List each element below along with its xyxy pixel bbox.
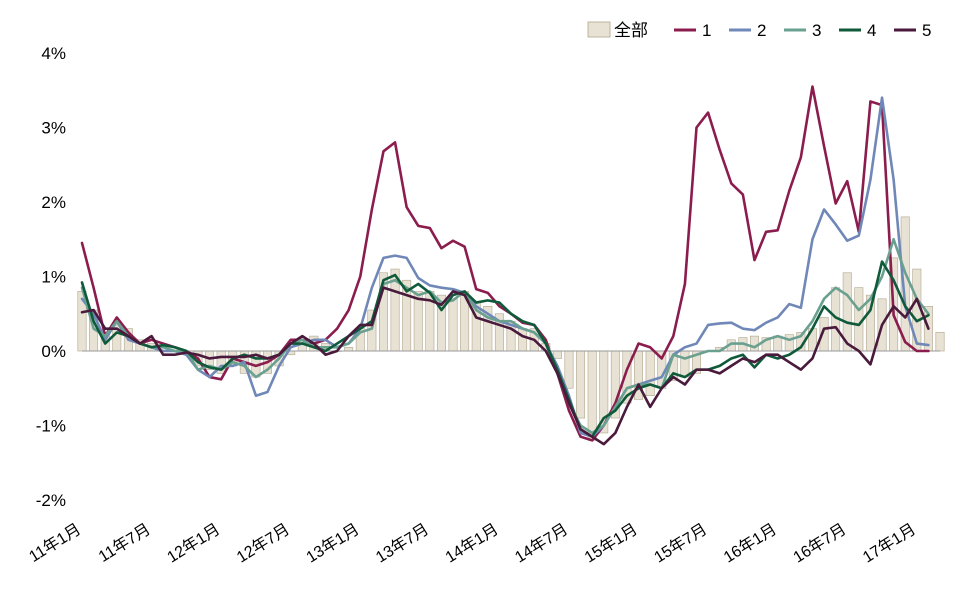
x-tick-label: 13年1月 bbox=[303, 520, 362, 566]
y-tick-label: -2% bbox=[36, 491, 66, 510]
legend-swatch-all bbox=[587, 21, 611, 38]
line-series-3 bbox=[80, 237, 930, 435]
x-tick-label: 14年1月 bbox=[442, 520, 501, 566]
legend: 全部 1 2 3 4 5 bbox=[587, 21, 931, 40]
line-series-4 bbox=[80, 260, 930, 438]
x-tick-label: 15年7月 bbox=[651, 520, 710, 566]
x-tick-label: 15年1月 bbox=[581, 520, 640, 566]
line-series-group bbox=[80, 85, 930, 446]
bar-all bbox=[680, 350, 690, 378]
y-tick-label: -1% bbox=[36, 417, 66, 436]
y-tick-label: 0% bbox=[41, 342, 66, 361]
x-tick-label: 12年7月 bbox=[233, 520, 292, 566]
line-series-5 bbox=[80, 286, 930, 446]
bar-all bbox=[587, 350, 597, 441]
legend-label-2: 2 bbox=[757, 21, 766, 40]
y-axis-tick-labels: -2% -1% 0% 1% 2% 3% 4% bbox=[36, 44, 66, 510]
x-tick-label: 11年1月 bbox=[26, 520, 84, 566]
bar-all bbox=[784, 334, 794, 352]
bar-all bbox=[576, 350, 586, 419]
y-tick-label: 2% bbox=[41, 193, 66, 212]
x-axis-tick-labels: 11年1月 11年7月 12年1月 12年7月 13年1月 13年7月 14年1月 14年7月… bbox=[26, 520, 919, 566]
legend-label-all: 全部 bbox=[614, 21, 648, 40]
bar-all bbox=[564, 350, 574, 389]
x-tick-label: 11年7月 bbox=[95, 520, 153, 566]
x-tick-label: 13年7月 bbox=[373, 520, 432, 566]
legend-label-1: 1 bbox=[702, 21, 711, 40]
bar-all bbox=[865, 294, 875, 352]
bar-all bbox=[448, 298, 458, 352]
bar-all bbox=[552, 350, 562, 359]
legend-label-5: 5 bbox=[922, 21, 931, 40]
y-tick-label: 4% bbox=[41, 44, 66, 63]
bar-all bbox=[935, 332, 945, 352]
x-tick-label: 14年7月 bbox=[512, 520, 571, 566]
line-series-2 bbox=[80, 96, 930, 438]
x-tick-label: 12年1月 bbox=[164, 520, 223, 566]
x-tick-label: 17年1月 bbox=[860, 520, 919, 566]
line-series-1 bbox=[80, 85, 930, 442]
bar-all bbox=[645, 350, 655, 397]
y-tick-label: 1% bbox=[41, 268, 66, 287]
legend-label-3: 3 bbox=[812, 21, 821, 40]
bar-all bbox=[344, 346, 354, 352]
y-tick-label: 3% bbox=[41, 119, 66, 138]
x-tick-label: 16年7月 bbox=[790, 520, 849, 566]
bar-all bbox=[750, 335, 759, 352]
bar-all bbox=[518, 328, 528, 352]
legend-label-4: 4 bbox=[867, 21, 876, 40]
x-tick-label: 16年1月 bbox=[720, 520, 779, 566]
bar-all bbox=[912, 268, 922, 352]
